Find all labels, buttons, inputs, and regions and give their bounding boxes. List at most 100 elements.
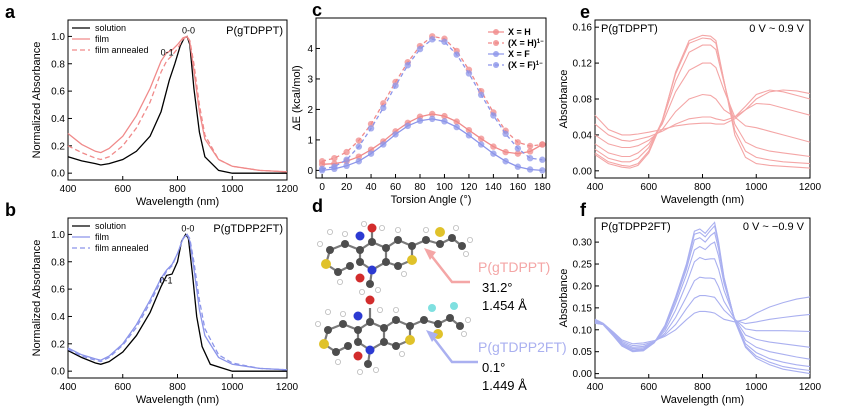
data-point — [453, 51, 460, 58]
data-point — [526, 166, 534, 173]
data-point — [343, 162, 350, 170]
x-tick-label: 600 — [640, 182, 657, 193]
panel-f: f 400 600 800 1000 1200 0.00 0.05 0.10 0.15 0.20 0.… — [558, 200, 822, 406]
y-tick-label: 1.0 — [51, 230, 65, 241]
panel-e-label: e — [580, 2, 590, 22]
x-tick-label: 40 — [365, 182, 377, 193]
x-tick-label: 1000 — [221, 184, 244, 195]
series-line-2 — [67, 35, 288, 173]
y-tick-label: 0.04 — [573, 130, 593, 141]
plot-frame — [67, 217, 288, 379]
y-tick-label: 0.6 — [51, 285, 65, 296]
y-tick-label: 0.16 — [573, 23, 593, 34]
plot-frame — [594, 217, 811, 379]
plot-frame — [315, 17, 547, 179]
x-tick-label: 1200 — [799, 182, 822, 193]
arrow-pol2 — [431, 335, 478, 364]
series-line-6 — [594, 276, 811, 348]
legend-entry: film annealed — [95, 45, 149, 55]
panel-a: a 400 600 800 1000 1200 0.0 0.2 0.4 0.6 0.8 1.0 Wave… — [5, 2, 299, 208]
panel-f-label: f — [580, 200, 587, 220]
data-point — [404, 62, 411, 69]
series-line-7 — [594, 89, 811, 136]
series-line-4 — [594, 241, 811, 360]
y-tick-label: 1 — [307, 135, 313, 146]
x-tick-label: 80 — [414, 182, 426, 193]
y-tick-label: 0.05 — [573, 347, 593, 358]
pol1-torsion-angle: 31.2° — [482, 280, 513, 295]
y-tick-label: 1.0 — [51, 32, 65, 43]
panel-title: P(gTDPP2FT) — [213, 223, 283, 235]
series-line-1 — [594, 34, 811, 169]
data-point — [526, 148, 534, 155]
data-point — [429, 110, 436, 118]
data-point — [465, 70, 473, 77]
pol2-torsion-angle: 0.1° — [482, 360, 505, 375]
x-tick-label: 180 — [534, 182, 551, 193]
x-tick-label: 800 — [694, 382, 711, 393]
data-point — [318, 158, 326, 165]
series-line-2 — [594, 37, 811, 167]
y-tick-label: 2 — [307, 105, 313, 116]
data-point — [441, 112, 448, 120]
y-tick-label: 0 — [307, 166, 313, 177]
data-point — [490, 112, 497, 119]
legend-entry: (X = H)1− — [508, 38, 544, 48]
series-line-1 — [67, 233, 287, 372]
data-point — [502, 158, 509, 165]
y-tick-label: 0.8 — [51, 257, 65, 268]
panel-d-label: d — [312, 196, 323, 216]
series-line-1 — [594, 221, 811, 375]
legend-entry: film — [95, 232, 109, 242]
series-line-1 — [67, 35, 287, 174]
y-tick-label: 0.00 — [573, 166, 593, 177]
y-tick-label: 0.10 — [573, 325, 593, 336]
x-tick-label: 60 — [390, 182, 402, 193]
arrow-head-pol2 — [426, 330, 438, 342]
data-point — [343, 156, 350, 163]
data-point — [514, 150, 522, 157]
data-point — [539, 156, 546, 163]
series-line-3 — [67, 233, 288, 371]
pol1-bond-length: 1.454 Å — [482, 298, 527, 313]
data-point — [429, 115, 436, 123]
series-line-5 — [594, 93, 811, 149]
data-point — [490, 150, 497, 157]
pol2-bond-length: 1.449 Å — [482, 378, 527, 393]
y-tick-label: 0.25 — [573, 260, 593, 271]
legend-entry: solution — [95, 23, 126, 33]
legend-marker — [493, 51, 499, 57]
series-line-5 — [594, 256, 811, 350]
data-point — [367, 150, 375, 157]
series-line-3 — [67, 35, 288, 173]
x-axis-label: Wavelength (nm) — [136, 196, 219, 208]
y-axis-label: Absorbance — [558, 269, 570, 328]
y-axis-label: Normalized Absorbance — [31, 42, 43, 159]
x-tick-label: 1200 — [276, 184, 299, 195]
x-tick-label: 400 — [60, 184, 77, 195]
data-point — [539, 141, 546, 148]
y-tick-label: 0.08 — [573, 95, 593, 106]
legend-entry: X = F — [508, 49, 530, 59]
legend-entry: solution — [95, 221, 126, 231]
x-axis-label: Wavelength (nm) — [136, 394, 219, 406]
x-tick-label: 400 — [587, 382, 604, 393]
data-point — [355, 153, 363, 160]
panel-b-label: b — [5, 200, 16, 220]
data-point — [490, 143, 497, 150]
data-point — [380, 104, 387, 112]
x-tick-label: 400 — [587, 182, 604, 193]
series-line-4 — [594, 62, 811, 158]
x-tick-label: 1200 — [276, 382, 299, 393]
peak-label: 0-1 — [161, 48, 174, 58]
x-tick-label: 1000 — [745, 182, 768, 193]
y-tick-label: 4 — [307, 44, 313, 55]
data-point — [526, 142, 534, 150]
data-point — [416, 45, 424, 53]
data-point — [355, 143, 363, 150]
data-point — [355, 158, 363, 165]
y-tick-label: 0.15 — [573, 303, 593, 314]
y-axis-label: ΔE (kcal/mol) — [291, 65, 303, 130]
panel-d: d — [312, 196, 567, 393]
